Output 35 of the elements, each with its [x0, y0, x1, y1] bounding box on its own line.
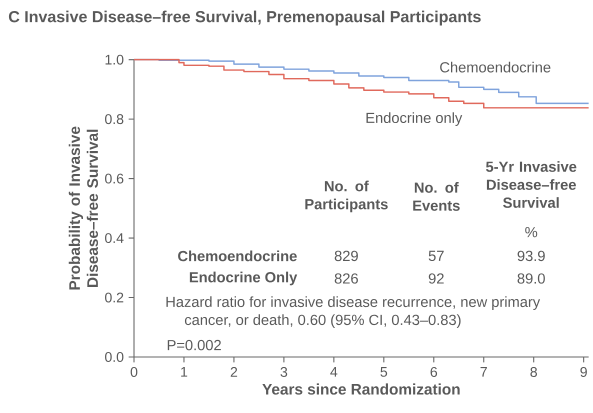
- x-tick-label: 7: [480, 367, 487, 377]
- y-axis-title: Probability of Invasive Disease–free Survival: [68, 126, 98, 290]
- annotation: No. of Participants: [305, 180, 388, 212]
- annotation: 5-Yr Invasive Disease–free Survival: [486, 161, 576, 208]
- annotation: %: [525, 226, 538, 238]
- x-tick-label: 4: [330, 367, 338, 377]
- annotation: Endocrine Only: [190, 272, 298, 286]
- series-label: Endocrine only: [366, 112, 462, 126]
- annotation: 57: [428, 250, 444, 262]
- annotation: 93.9: [518, 250, 545, 262]
- annotation: Hazard ratio for invasive disease recurrence, new primary cancer, or death, 0.60 (95% CI, 0.43–0.83): [166, 296, 540, 328]
- y-tick-label: 0.6: [105, 174, 124, 184]
- chart-title: C Invasive Disease–free Survival, Premenopausal Participants: [8, 10, 481, 26]
- x-tick-label: 5: [380, 367, 388, 377]
- annotation: 826: [334, 273, 358, 284]
- y-tick-label: 0.8: [105, 114, 124, 124]
- x-tick-label: 9: [580, 367, 587, 377]
- x-tick-label: 2: [230, 367, 238, 377]
- y-tick-label: 0.2: [105, 292, 124, 302]
- x-tick-label: 6: [430, 367, 438, 377]
- x-tick-label: 8: [530, 367, 537, 377]
- annotation: 92: [428, 273, 444, 284]
- annotation: No. of Events: [413, 182, 460, 211]
- x-tick-label: 3: [280, 367, 288, 377]
- y-tick-label: 1.0: [106, 54, 124, 65]
- annotation: Chemoendocrine: [178, 250, 297, 262]
- annotation: 89.0: [518, 273, 545, 284]
- y-tick-label: 0.0: [105, 352, 124, 362]
- y-tick-label: 0.4: [105, 233, 124, 244]
- x-axis-title: Years since Randomization: [262, 383, 460, 395]
- x-tick-label: 0: [130, 367, 138, 377]
- series-label: Chemoendocrine: [440, 62, 550, 72]
- annotation: 829: [334, 250, 358, 262]
- x-tick-label: 1: [181, 367, 188, 377]
- annotation: P=0.002: [168, 340, 221, 350]
